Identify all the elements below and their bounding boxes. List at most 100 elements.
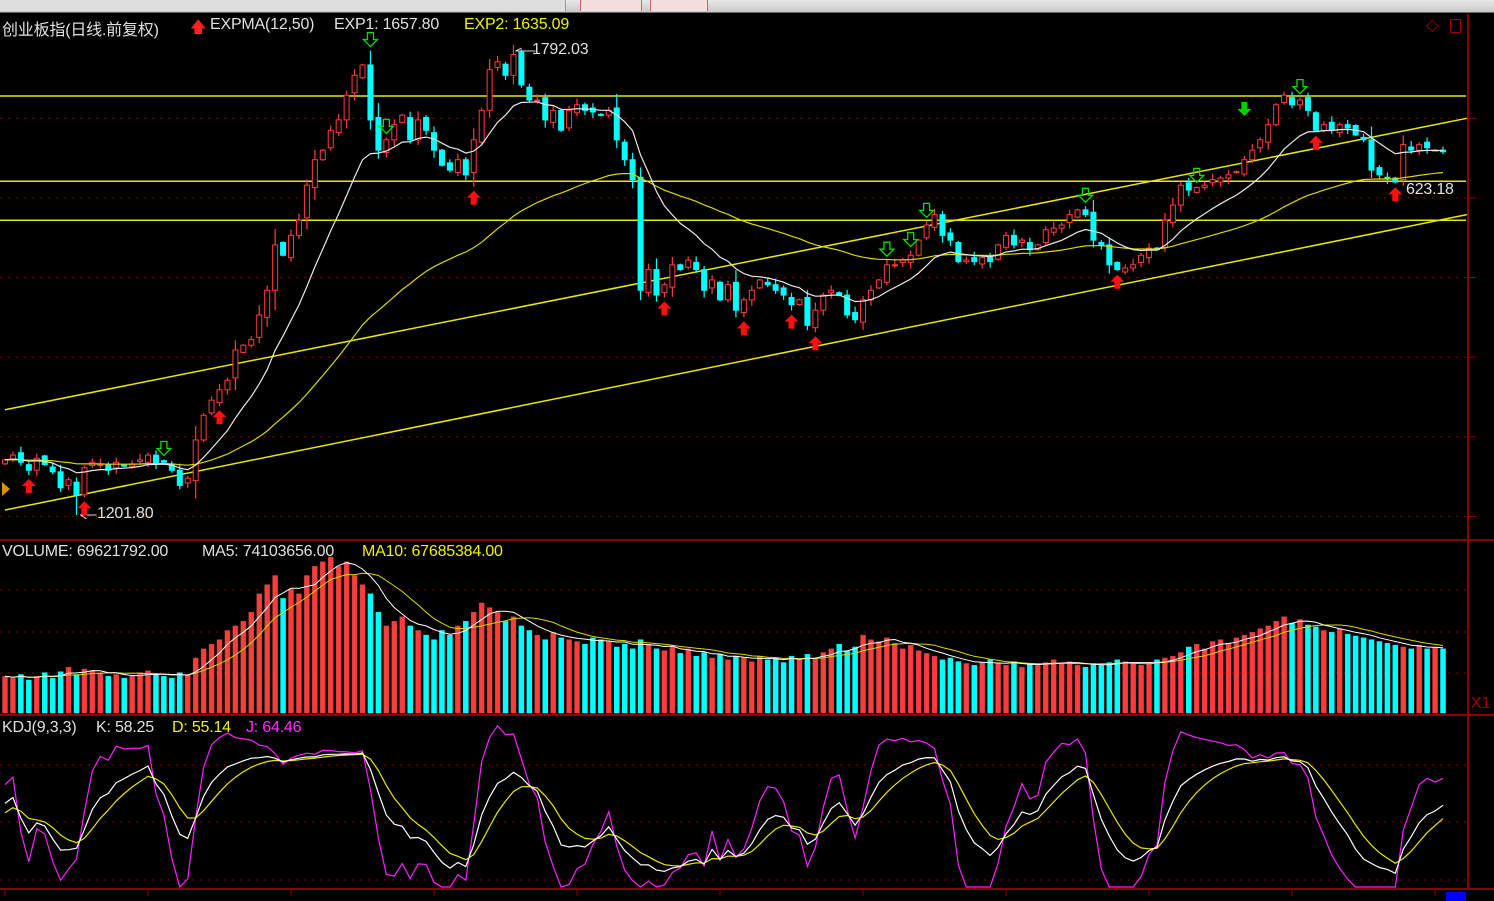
candle-up <box>685 259 692 268</box>
candle-up <box>1225 174 1232 179</box>
menu-bar <box>0 0 1494 13</box>
volume-bar <box>65 666 72 714</box>
volume-bar <box>177 672 183 714</box>
volume-bar <box>900 648 906 714</box>
menu-tab[interactable] <box>580 0 642 11</box>
candle-up <box>820 294 827 311</box>
candle-up <box>1058 224 1065 229</box>
grid <box>0 14 1494 901</box>
volume-bar <box>915 650 922 714</box>
candle-down <box>788 296 795 306</box>
candle-up <box>137 459 144 462</box>
volume-scale-label[interactable]: X1 <box>1471 695 1491 712</box>
volume-bar <box>788 655 795 714</box>
candle-up <box>113 461 120 469</box>
volume-bar <box>772 657 779 714</box>
buy-arrow-icon <box>1308 135 1323 150</box>
candle-down <box>693 261 700 271</box>
candle-down <box>1376 167 1383 176</box>
candle-up <box>748 289 755 301</box>
volume-bar <box>1233 637 1240 714</box>
volume-bar <box>1273 621 1279 714</box>
candle-down <box>502 63 509 76</box>
candle-up <box>1018 239 1025 244</box>
sell-arrow-icon <box>1076 187 1095 204</box>
volume-bar <box>542 639 548 714</box>
candle-up <box>1138 254 1145 263</box>
candle-up <box>828 289 835 294</box>
candle-down <box>438 149 445 166</box>
candle-down <box>462 159 469 176</box>
kdj-j-line <box>4 724 1444 889</box>
kdj-k-line <box>4 752 1444 875</box>
trend-line <box>4 117 1467 411</box>
candle-up <box>1400 144 1407 181</box>
expand-handle-icon[interactable] <box>2 482 10 496</box>
candle-down <box>446 162 453 171</box>
candle-up <box>240 344 247 353</box>
candles <box>2 45 1446 714</box>
candle-down <box>780 287 787 296</box>
volume-bar <box>367 593 374 714</box>
scroll-thumb[interactable] <box>1446 892 1466 901</box>
volume-bar <box>606 641 612 714</box>
volume-bar <box>216 639 223 714</box>
sell-arrow-icon <box>1188 167 1206 184</box>
volume-bar <box>1352 635 1359 714</box>
volume-bar <box>391 621 398 714</box>
menu-tab[interactable] <box>650 0 708 11</box>
volume-bar <box>534 634 541 714</box>
volume-bar <box>812 657 819 714</box>
volume-bar <box>725 659 731 714</box>
candle-down <box>772 284 779 291</box>
candle-up <box>1281 94 1288 103</box>
volume-bar <box>1066 661 1073 714</box>
up-arrow-icon: 🡅 <box>190 19 207 36</box>
volume-bar <box>57 671 64 714</box>
window-toggle-icon[interactable] <box>1450 19 1461 33</box>
volume-bar <box>1257 628 1264 714</box>
volume-bar <box>1043 662 1049 714</box>
volume-bar <box>1058 663 1065 714</box>
volume-bar <box>669 646 676 714</box>
menu-tab[interactable] <box>495 0 566 11</box>
candle-up <box>915 239 922 256</box>
candle-up <box>1161 219 1168 248</box>
volume-bar <box>884 637 890 714</box>
chart-title: 创业板指(日线.前复权) <box>2 22 159 39</box>
volume-bar <box>272 575 278 714</box>
volume-bar <box>1122 661 1128 714</box>
candle-down <box>717 281 724 301</box>
volume-bar <box>1360 637 1367 714</box>
volume-bar <box>447 634 453 714</box>
diamond-icon[interactable]: ◇ <box>1426 17 1439 34</box>
candle-up <box>1130 264 1137 269</box>
candle-up <box>860 299 867 323</box>
candle-up <box>335 119 342 134</box>
volume-bar <box>661 650 668 714</box>
candle-up <box>256 314 263 338</box>
candle-up <box>1193 187 1200 193</box>
volume-bar <box>41 672 48 714</box>
candle-down <box>1312 112 1319 131</box>
volume-bar <box>1074 665 1081 714</box>
volume-bar <box>1082 666 1089 714</box>
volume-bar <box>1432 646 1438 714</box>
volume-bar <box>1376 641 1383 714</box>
volume-bar <box>1090 663 1097 714</box>
candle-up <box>97 464 104 467</box>
volume-bar <box>566 639 572 714</box>
volume-bar <box>2 676 8 714</box>
candle-up <box>145 454 152 463</box>
indicator-lines <box>4 101 1444 889</box>
candle-down <box>852 312 859 321</box>
exp2-label: EXP2: 1635.09 <box>464 16 570 33</box>
volume-bar <box>1440 648 1446 714</box>
volume-bar <box>1368 639 1375 714</box>
volume-bar <box>73 674 80 714</box>
volume-bar <box>645 644 652 714</box>
candle-up <box>709 279 716 289</box>
strong-sell-arrow-icon <box>1237 101 1252 116</box>
candle-up <box>272 244 279 291</box>
